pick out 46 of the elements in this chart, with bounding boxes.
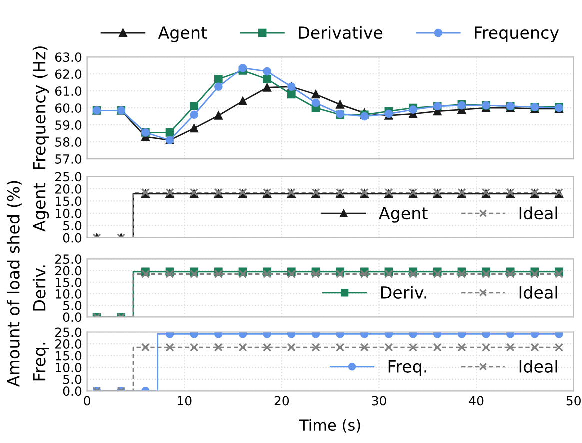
legend-label: Ideal: [520, 206, 558, 220]
y-tick-label: 0.0: [63, 386, 82, 396]
x-tick-label: 10: [178, 396, 192, 406]
y-tick-label: 0.0: [63, 312, 82, 322]
y-tick-label: 5.0: [64, 221, 82, 231]
x-tick-label: 40: [469, 396, 484, 406]
y-tick-label: 60.0: [55, 104, 82, 114]
y-tick-label: 10.0: [56, 289, 82, 299]
y-tick-label: 20.0: [56, 340, 82, 349]
legend-label: Derivative: [299, 26, 383, 40]
y-tick-label: 10.0: [56, 208, 82, 218]
x-tick-label: 20: [274, 396, 290, 406]
y-tick-label: 25.0: [56, 172, 82, 182]
y-axis-title: Frequency (Hz): [32, 46, 50, 170]
y-tick-label: 25.0: [56, 254, 82, 264]
y-tick-label: 58.0: [56, 138, 82, 147]
y-tick-label: 15.0: [56, 196, 82, 206]
y-axis-title: Freq.: [33, 343, 50, 381]
y-tick-label: 15.0: [56, 278, 82, 288]
y-tick-label: 0.0: [63, 233, 82, 243]
y-tick-label: 59.0: [56, 120, 82, 130]
x-tick-label: 30: [372, 396, 386, 406]
y-tick-label: 25.0: [56, 328, 82, 338]
text: Amount of load shed (%): [6, 181, 22, 388]
y-tick-label: 5.0: [64, 301, 82, 311]
y-axis-title: Agent: [33, 183, 50, 232]
y-tick-label: 20.0: [56, 266, 82, 276]
legend-label: Freq.: [388, 360, 426, 376]
legend-label: Deriv.: [381, 286, 426, 299]
x-tick-label: 50: [566, 396, 581, 406]
legend-label: Ideal: [520, 360, 558, 373]
y-tick-label: 5.0: [64, 374, 82, 384]
y-tick-label: 63.0: [55, 52, 82, 62]
y-tick-label: 20.0: [56, 184, 82, 194]
y-axis-title: Deriv.: [32, 266, 46, 311]
legend-label: Agent: [379, 207, 428, 223]
y-tick-label: 61.0: [55, 86, 82, 96]
legend-label: Ideal: [520, 286, 558, 299]
y-tick-label: 10.0: [56, 363, 82, 373]
y-tick-label: 62.0: [55, 70, 82, 80]
x-tick-label: 0: [84, 396, 90, 406]
y-tick-label: 15.0: [56, 351, 82, 361]
legend-label: Frequency: [475, 26, 560, 42]
y-tick-label: 57.0: [56, 154, 82, 164]
x-axis-title: Time (s): [299, 419, 360, 433]
legend-label: Agent: [158, 26, 208, 42]
